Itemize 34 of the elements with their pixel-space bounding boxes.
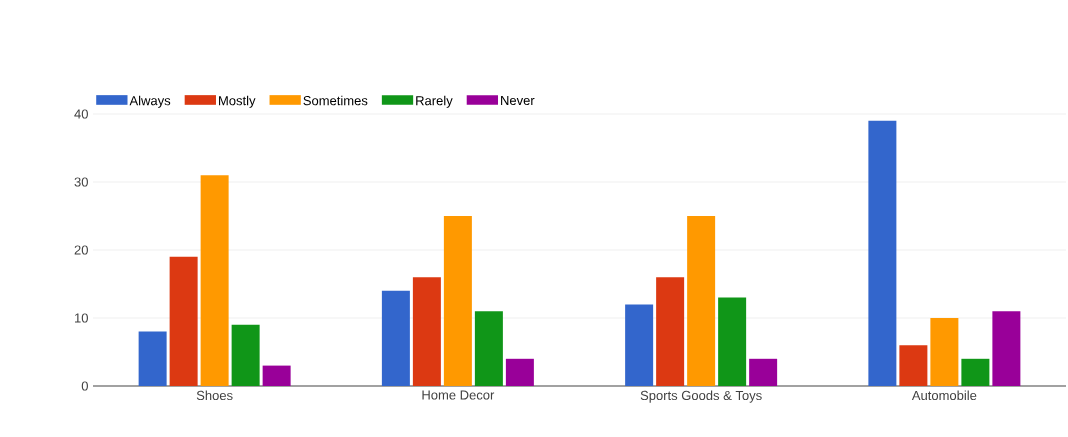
bar bbox=[474, 311, 503, 386]
bar bbox=[656, 277, 685, 386]
bar bbox=[930, 318, 959, 386]
bar bbox=[262, 365, 291, 386]
bar bbox=[868, 120, 897, 386]
legend-label: Sometimes bbox=[303, 95, 368, 106]
legend-label: Never bbox=[501, 95, 535, 106]
bar bbox=[961, 358, 990, 386]
x-tick-label: Home Decor bbox=[422, 390, 495, 400]
bar bbox=[169, 256, 198, 386]
bar bbox=[749, 358, 778, 386]
bar bbox=[505, 358, 534, 386]
y-tick-label: 30 bbox=[74, 177, 88, 187]
bar bbox=[231, 324, 260, 386]
bar bbox=[381, 290, 410, 386]
bar bbox=[138, 331, 167, 386]
bar bbox=[899, 345, 928, 386]
legend-label: Rarely bbox=[416, 95, 453, 108]
bar bbox=[200, 175, 229, 386]
bar bbox=[443, 216, 472, 386]
x-tick-label: Sports Goods & Toys bbox=[640, 390, 762, 403]
legend-label: Mostly bbox=[219, 95, 256, 108]
bar bbox=[992, 311, 1021, 386]
legend-label: Always bbox=[129, 95, 171, 108]
x-tick-label: Shoes bbox=[196, 390, 233, 401]
bar bbox=[412, 277, 441, 386]
bar bbox=[718, 297, 747, 386]
y-tick-label: 40 bbox=[74, 109, 88, 119]
bar bbox=[625, 304, 654, 386]
y-tick-label: 10 bbox=[75, 313, 88, 323]
y-tick-label: 0 bbox=[81, 381, 88, 391]
x-tick-label: Automobile bbox=[911, 390, 977, 401]
y-tick-label: 20 bbox=[74, 245, 88, 255]
bar bbox=[687, 216, 716, 386]
